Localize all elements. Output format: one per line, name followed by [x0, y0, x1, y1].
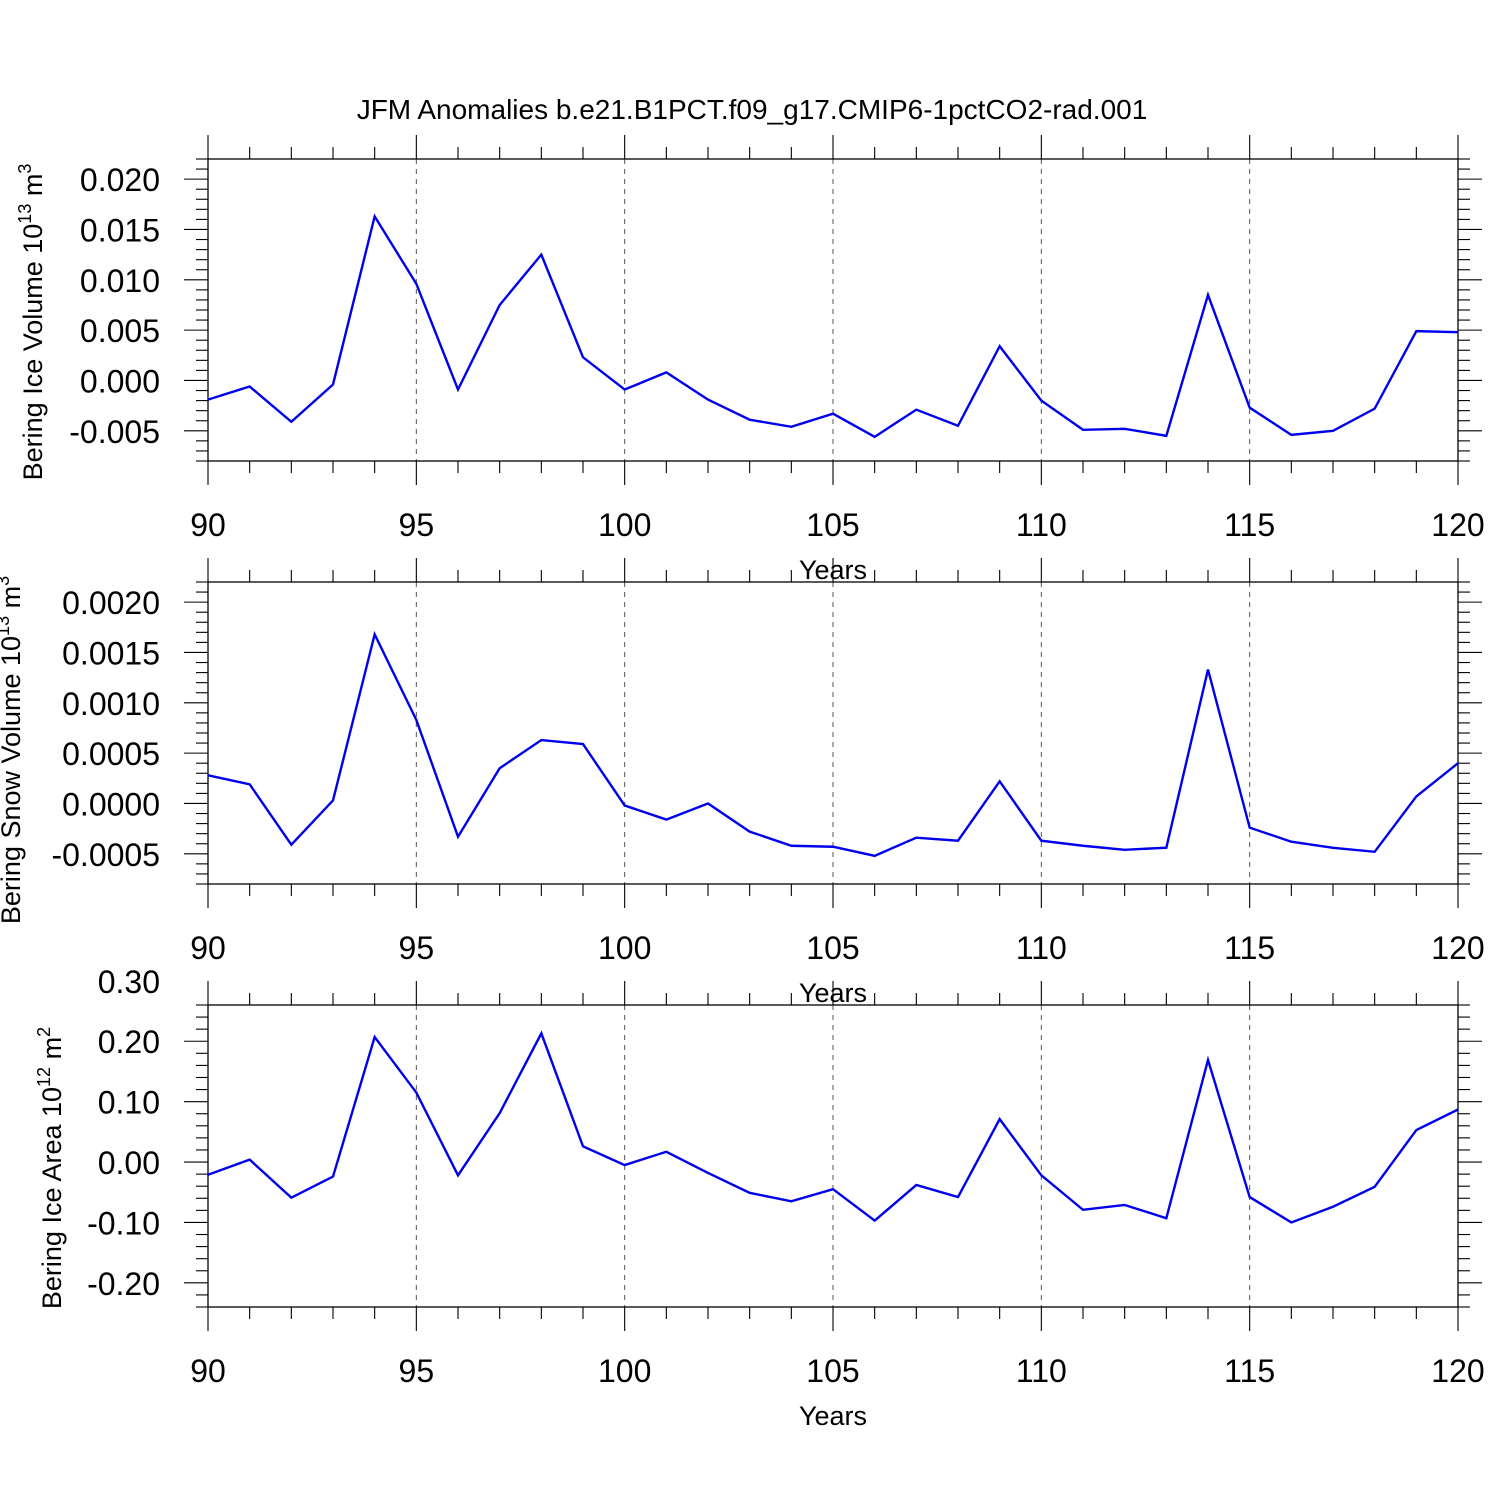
ice-volume-x-tick-label: 115: [1224, 507, 1275, 543]
ice-area-x-axis-label: Years: [799, 1401, 867, 1431]
ice-volume-y-axis-label-ylabel-unit: m: [18, 174, 48, 204]
ice-area-x-tick-label: 115: [1224, 1353, 1275, 1389]
ice-volume-y-axis-label-ylabel-exp: 13: [15, 204, 35, 224]
snow-volume-y-axis-label-ylabel-exp: 13: [0, 616, 13, 636]
ice-volume-y-axis-label-ylabel: Bering Ice Volume 10: [18, 224, 48, 481]
ice-area-y-axis-label-ylabel-unit-exp: 2: [34, 1027, 54, 1037]
ice-volume-x-tick-label: 90: [190, 507, 226, 543]
ice-area-x-tick-label: 100: [598, 1353, 651, 1389]
ice-area-y-tick-label: 0.30: [98, 964, 160, 1000]
snow-volume-y-tick-label: 0.0020: [62, 585, 160, 621]
ice-volume-series-line: [207, 213, 1459, 439]
snow-volume-y-tick-label: 0.0000: [62, 786, 160, 822]
ice-area-y-axis-label-ylabel-unit: m: [37, 1037, 67, 1067]
snow-volume-y-tick-label: 0.0005: [62, 736, 160, 772]
ice-area-x-tick-label: 90: [190, 1353, 226, 1389]
snow-volume-x-tick-label: 90: [190, 930, 226, 966]
ice-area-x-tick-label: 95: [399, 1353, 435, 1389]
ice-volume-y-tick-label: 0.015: [80, 212, 160, 248]
snow-volume-x-tick-label: 105: [806, 930, 859, 966]
snow-volume-x-tick-label: 110: [1016, 930, 1067, 966]
ice-area-y-axis-label-ylabel-exp: 12: [34, 1067, 54, 1087]
snow-volume-series-line: [207, 630, 1459, 858]
snow-volume-x-tick-label: 115: [1224, 930, 1275, 966]
ice-area-y-tick-label: 0.10: [98, 1085, 160, 1121]
ice-area-panel: 90 95 100 105 110 115 120 -0.20 -0.10 0.00 0.10 0.2…: [34, 964, 1485, 1431]
snow-volume-y-axis-label: Bering Snow Volume 1013 m3: [0, 576, 26, 924]
ice-area-series-line: [207, 1030, 1459, 1224]
snow-volume-x-tick-label: 95: [399, 930, 435, 966]
ice-volume-y-tick-label: 0.005: [80, 313, 160, 349]
ice-volume-x-tick-label: 105: [806, 507, 859, 543]
snow-volume-y-tick-label: 0.0010: [62, 686, 160, 722]
ice-volume-x-tick-label: 100: [598, 507, 651, 543]
ice-area-x-tick-label: 110: [1016, 1353, 1067, 1389]
snow-volume-y-axis-label-ylabel-unit-exp: 3: [0, 576, 13, 586]
snow-volume-y-axis-label-ylabel-unit: m: [0, 586, 26, 616]
ice-area-y-tick-label: 0.00: [98, 1145, 160, 1181]
ice-area-y-axis-label-ylabel: Bering Ice Area 10: [37, 1087, 67, 1309]
ice-volume-y-tick-label: 0.000: [80, 363, 160, 399]
ice-volume-y-tick-label: 0.020: [80, 162, 160, 198]
snow-volume-y-tick-label: -0.0005: [51, 837, 160, 873]
ice-volume-y-axis-label: Bering Ice Volume 1013 m3: [15, 164, 48, 481]
snow-volume-y-axis-label-ylabel: Bering Snow Volume 10: [0, 636, 26, 924]
ice-area-x-tick-label: 105: [806, 1353, 859, 1389]
snow-volume-y-tick-label: 0.0015: [62, 635, 160, 671]
snow-volume-x-tick-label: 120: [1431, 930, 1484, 966]
ice-area-y-tick-label: -0.20: [87, 1266, 160, 1302]
ice-area-x-tick-label: 120: [1431, 1353, 1484, 1389]
ice-volume-x-tick-label: 95: [399, 507, 435, 543]
ice-volume-panel: 90 95 100 105 110 115 120 -0.005 0.000 0.005 0.010…: [15, 135, 1485, 585]
ice-volume-y-tick-label: 0.010: [80, 263, 160, 299]
snow-volume-panel: 90 95 100 105 110 115 120 -0.0005 0.0000 0.0005 0.…: [0, 558, 1485, 1008]
ice-volume-y-axis-label-ylabel-unit-exp: 3: [15, 164, 35, 174]
ice-volume-x-tick-label: 120: [1431, 507, 1484, 543]
ice-volume-y-tick-label: -0.005: [69, 414, 160, 450]
ice-volume-x-tick-label: 110: [1016, 507, 1067, 543]
figure-title: JFM Anomalies b.e21.B1PCT.f09_g17.CMIP6-…: [357, 94, 1148, 125]
ice-area-y-axis-label: Bering Ice Area 1012 m2: [34, 1027, 67, 1309]
ice-area-y-tick-label: -0.10: [87, 1205, 160, 1241]
ice-area-y-tick-label: 0.20: [98, 1024, 160, 1060]
snow-volume-x-tick-label: 100: [598, 930, 651, 966]
